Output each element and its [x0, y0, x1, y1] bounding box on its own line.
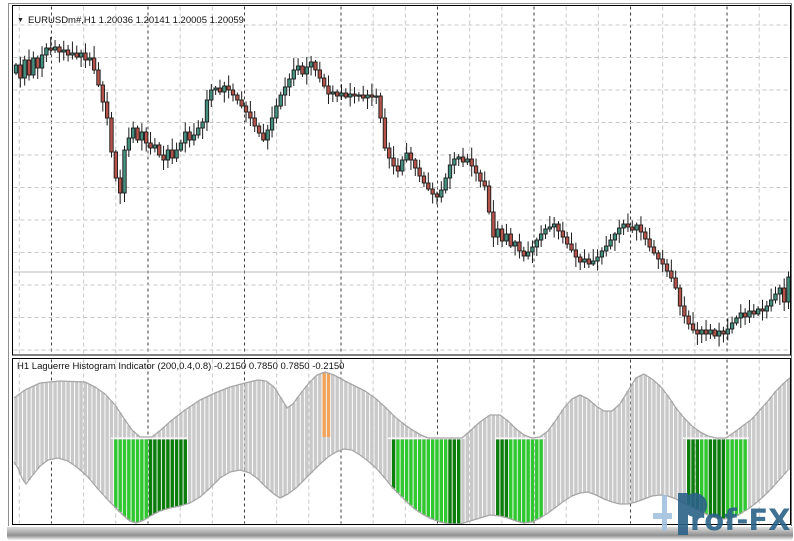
watermark-logo: rof-FX [650, 490, 794, 540]
window-bottom-edge [7, 527, 793, 540]
logo-p-glyph [678, 493, 707, 535]
indicator-label: H1 Laguerre Histogram Indicator (200,0.4… [17, 361, 345, 372]
chart-ohlc-header[interactable]: ▼ EURUSDm#,H1 1.20036 1.20141 1.20005 1.… [17, 15, 244, 26]
chart-title-text: EURUSDm#,H1 1.20036 1.20141 1.20005 1.20… [27, 15, 244, 26]
chevron-down-icon[interactable]: ▼ [17, 17, 24, 24]
candlestick-icon [653, 495, 672, 531]
watermark-text: rof-FX [690, 503, 791, 537]
